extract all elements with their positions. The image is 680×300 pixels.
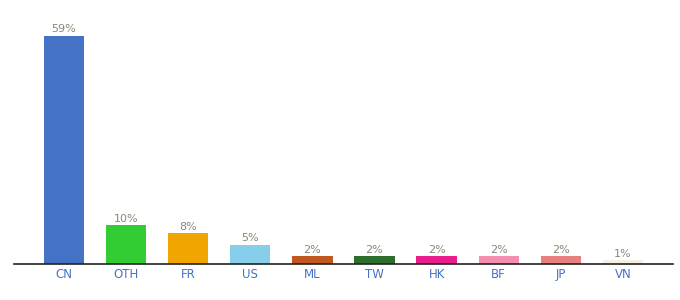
Bar [230, 245, 271, 264]
Bar [416, 256, 457, 264]
Text: 2%: 2% [490, 245, 508, 255]
Text: 2%: 2% [552, 245, 570, 255]
Text: 10%: 10% [114, 214, 138, 224]
Bar [541, 256, 581, 264]
Bar [44, 36, 84, 264]
Text: 1%: 1% [614, 249, 632, 259]
Text: 59%: 59% [52, 25, 76, 34]
Bar [105, 225, 146, 264]
Text: 5%: 5% [241, 233, 259, 243]
Text: 2%: 2% [303, 245, 321, 255]
Text: 2%: 2% [428, 245, 445, 255]
Bar [354, 256, 394, 264]
Text: 8%: 8% [179, 221, 197, 232]
Bar [479, 256, 519, 264]
Text: 2%: 2% [366, 245, 384, 255]
Bar [292, 256, 333, 264]
Bar [603, 260, 643, 264]
Bar [168, 233, 208, 264]
